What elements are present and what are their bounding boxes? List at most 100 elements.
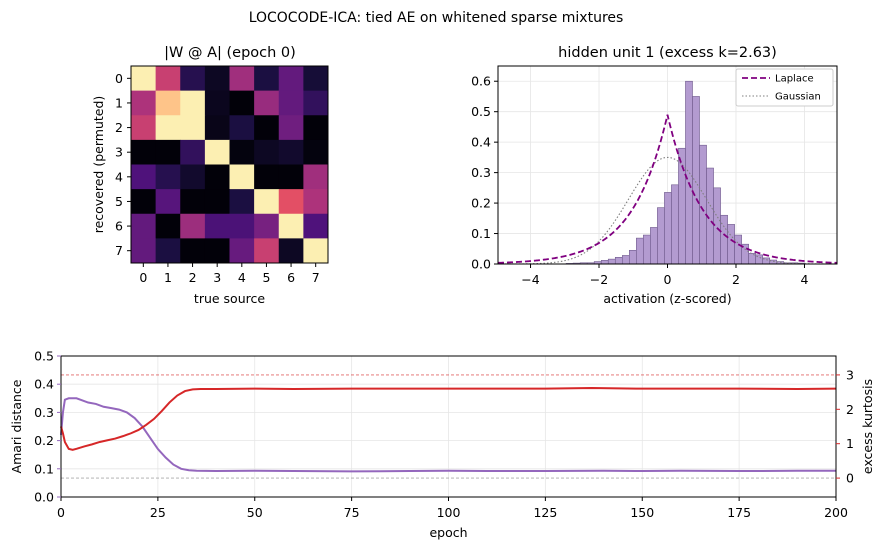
heatmap-cell (131, 139, 157, 165)
histogram-title: hidden unit 1 (excess k=2.63) (558, 45, 777, 61)
heatmap-cell (180, 189, 206, 215)
heatmap-cell (180, 238, 206, 264)
gaussian-curve (498, 156, 837, 265)
heatmap-cell (204, 189, 230, 215)
curves-y2tick-label: 1 (846, 436, 854, 451)
heatmap-cell (254, 90, 280, 116)
histogram-bar (636, 237, 644, 265)
curves-xlabel: epoch (429, 525, 467, 540)
heatmap-cell (254, 189, 280, 215)
heatmap-cell (303, 90, 329, 116)
heatmap-cell (180, 66, 206, 92)
heatmap-cell (131, 164, 157, 190)
histogram-legend: Laplace Gaussian (735, 68, 834, 107)
heatmap-cell (254, 115, 280, 141)
heatmap-cell (204, 115, 230, 141)
heatmap-title: |W @ A| (epoch 0) (164, 45, 296, 61)
heatmap-cell (131, 213, 157, 239)
curves-xtick-label: 200 (824, 505, 848, 520)
heatmap-cell (180, 139, 206, 165)
heatmap-cell (229, 213, 255, 239)
figure-suptitle: LOCOCODE-ICA: tied AE on whitened sparse… (249, 10, 624, 26)
heatmap-cell (229, 189, 255, 215)
histogram-bar (720, 214, 728, 265)
curves-xtick-label: 150 (630, 505, 654, 520)
heatmap-cell (303, 189, 329, 215)
histogram-bar (650, 227, 658, 265)
heatmap-xtick-label: 7 (312, 270, 320, 285)
heatmap-cell (254, 213, 280, 239)
curves-xtick-label: 25 (150, 505, 166, 520)
curves-ytick-label: 0.4 (34, 377, 54, 392)
heatmap-xtick-label: 1 (164, 270, 172, 285)
curves-xtick-label: 75 (344, 505, 360, 520)
histogram-bar (699, 144, 707, 265)
heatmap-cell (204, 139, 230, 165)
histogram-ytick-label: 0.3 (471, 165, 491, 180)
legend-laplace-label: Laplace (775, 74, 814, 85)
amari-distance-line (60, 397, 836, 473)
heatmap-cell (180, 90, 206, 116)
histogram-bar (614, 256, 623, 265)
heatmap-cell (278, 238, 304, 264)
histogram-bar (664, 192, 672, 265)
histogram-bar (621, 255, 630, 265)
histogram-ytick-label: 0.4 (471, 135, 491, 150)
histogram-ticks: −4 −2 0 2 4 0.0 0.1 0.2 0.3 0.4 0.5 0.6 (471, 74, 808, 287)
histogram-xtick-label: 2 (732, 272, 740, 287)
heatmap-cell (155, 90, 181, 116)
heatmap-ytick-label: 2 (115, 120, 123, 135)
heatmap-cells (131, 66, 329, 264)
heatmap-cell (303, 164, 329, 190)
histogram-bar (713, 187, 721, 265)
heatmap-cell (303, 238, 329, 264)
histogram-ytick-label: 0.0 (471, 257, 491, 272)
histogram-xtick-label: −2 (590, 272, 608, 287)
heatmap-cell (303, 213, 329, 239)
heatmap-cell (204, 238, 230, 264)
heatmap-cell (229, 139, 255, 165)
heatmap-cell (254, 66, 280, 92)
heatmap-cell (229, 115, 255, 141)
heatmap-xtick-label: 2 (189, 270, 197, 285)
curves-reference-lines (61, 374, 836, 479)
curves-y2tick-label: 2 (846, 402, 854, 417)
heatmap-cell (155, 139, 181, 165)
heatmap-cell (155, 213, 181, 239)
histogram-xtick-label: −4 (521, 272, 539, 287)
curves-xtick-label: 0 (57, 505, 65, 520)
curves-xtick-label: 125 (533, 505, 557, 520)
training-curves-panel: 0 25 50 75 100 125 150 175 200 0.0 0.1 0.2 0.3 0.4 0.5… (9, 349, 875, 541)
histogram-ytick-label: 0.6 (471, 74, 491, 89)
heatmap-ytick-label: 3 (115, 145, 123, 160)
heatmap-cell (155, 115, 181, 141)
curves-ytick-label: 0.0 (34, 490, 54, 505)
curves-grid (60, 355, 837, 498)
heatmap-cell (303, 115, 329, 141)
histogram-xlabel: activation (z-scored) (603, 291, 731, 306)
heatmap-ticks: 0 1 2 3 4 5 6 7 0 1 2 3 4 5 6 7 (115, 71, 320, 285)
heatmap-cell (155, 238, 181, 264)
heatmap-cell (254, 238, 280, 264)
heatmap-ytick-label: 7 (115, 243, 123, 258)
heatmap-cell (303, 139, 329, 165)
histogram-xtick-label: 4 (800, 272, 808, 287)
heatmap-cell (278, 66, 304, 92)
heatmap-cell (204, 164, 230, 190)
histogram-bar (657, 207, 665, 265)
curves-ytick-label: 0.5 (34, 349, 54, 364)
heatmap-ytick-label: 4 (115, 169, 123, 184)
curves-ylabel-amari: Amari distance (9, 379, 24, 473)
heatmap-cell (254, 164, 280, 190)
heatmap-frame (130, 65, 329, 264)
histogram-ytick-label: 0.1 (471, 226, 491, 241)
heatmap-cell (278, 189, 304, 215)
histogram-bar (607, 258, 616, 265)
heatmap-cell (131, 66, 157, 92)
heatmap-cell (131, 238, 157, 264)
histogram-bar (685, 80, 693, 265)
legend-gaussian-label: Gaussian (775, 92, 821, 103)
heatmap-cell (180, 164, 206, 190)
heatmap-cell (229, 90, 255, 116)
